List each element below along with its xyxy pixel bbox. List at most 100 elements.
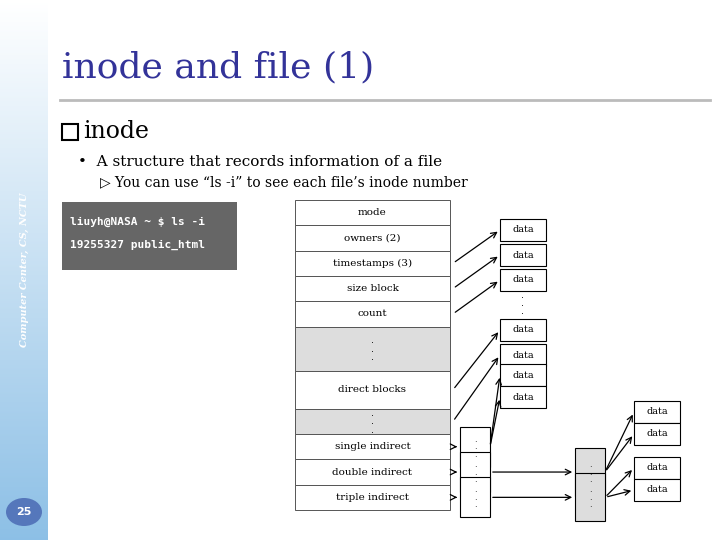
Bar bbox=[0, 242, 48, 243]
Bar bbox=[0, 218, 48, 219]
Bar bbox=[0, 332, 48, 333]
Bar bbox=[0, 414, 48, 415]
Bar bbox=[0, 161, 48, 162]
Bar bbox=[0, 212, 48, 213]
Bar bbox=[0, 330, 48, 331]
Bar bbox=[0, 3, 48, 4]
Bar bbox=[0, 251, 48, 252]
Bar bbox=[0, 296, 48, 297]
Bar bbox=[0, 344, 48, 345]
Bar bbox=[0, 139, 48, 140]
Bar bbox=[295, 225, 450, 251]
Bar bbox=[0, 435, 48, 436]
Bar bbox=[0, 369, 48, 370]
Bar bbox=[0, 360, 48, 361]
Bar bbox=[0, 222, 48, 223]
Bar bbox=[0, 143, 48, 144]
Bar bbox=[0, 182, 48, 183]
Bar bbox=[0, 51, 48, 52]
Bar bbox=[0, 191, 48, 192]
Bar bbox=[0, 373, 48, 374]
Bar bbox=[0, 388, 48, 389]
Bar bbox=[0, 492, 48, 493]
Bar bbox=[0, 287, 48, 288]
Bar bbox=[0, 31, 48, 32]
Bar bbox=[0, 217, 48, 218]
Bar bbox=[295, 200, 450, 225]
Bar bbox=[0, 408, 48, 409]
Bar bbox=[295, 251, 450, 276]
Bar bbox=[0, 198, 48, 199]
Bar bbox=[0, 471, 48, 472]
Bar bbox=[0, 113, 48, 114]
Bar bbox=[0, 337, 48, 338]
Bar bbox=[0, 341, 48, 342]
Bar bbox=[0, 297, 48, 298]
Bar bbox=[0, 170, 48, 171]
Bar bbox=[0, 240, 48, 241]
Bar bbox=[0, 264, 48, 265]
Bar bbox=[0, 375, 48, 376]
Bar bbox=[0, 216, 48, 217]
Bar bbox=[0, 136, 48, 137]
Bar bbox=[0, 418, 48, 419]
Bar bbox=[0, 89, 48, 90]
Bar bbox=[0, 484, 48, 485]
Bar bbox=[0, 266, 48, 267]
Bar bbox=[0, 452, 48, 453]
Bar bbox=[0, 186, 48, 187]
Bar bbox=[0, 220, 48, 221]
Bar bbox=[0, 398, 48, 399]
Bar bbox=[0, 62, 48, 63]
Bar bbox=[0, 327, 48, 328]
Bar bbox=[0, 153, 48, 154]
Bar bbox=[0, 276, 48, 277]
Bar bbox=[0, 168, 48, 169]
Bar bbox=[0, 108, 48, 109]
Bar bbox=[0, 416, 48, 417]
Bar bbox=[0, 59, 48, 60]
Bar bbox=[500, 219, 546, 241]
Bar bbox=[0, 88, 48, 89]
Bar bbox=[0, 122, 48, 123]
Bar bbox=[0, 237, 48, 238]
Bar bbox=[0, 313, 48, 314]
Bar bbox=[0, 500, 48, 501]
Bar bbox=[0, 257, 48, 258]
Bar bbox=[0, 101, 48, 102]
Bar bbox=[0, 213, 48, 214]
Bar bbox=[0, 366, 48, 367]
Bar bbox=[0, 383, 48, 384]
Bar bbox=[0, 248, 48, 249]
Bar bbox=[0, 16, 48, 17]
Bar bbox=[0, 231, 48, 232]
Bar bbox=[0, 438, 48, 439]
Bar bbox=[0, 358, 48, 359]
Bar bbox=[0, 457, 48, 458]
Bar bbox=[0, 420, 48, 421]
Bar bbox=[0, 118, 48, 119]
Bar bbox=[0, 254, 48, 255]
Bar bbox=[0, 274, 48, 275]
Text: data: data bbox=[646, 463, 668, 472]
Bar bbox=[0, 232, 48, 233]
Bar bbox=[0, 299, 48, 300]
Text: data: data bbox=[512, 326, 534, 334]
Bar bbox=[0, 437, 48, 438]
Bar bbox=[0, 60, 48, 61]
Bar bbox=[0, 436, 48, 437]
Bar bbox=[0, 174, 48, 175]
Bar bbox=[0, 352, 48, 353]
Bar bbox=[0, 193, 48, 194]
Text: .
.
.: . . . bbox=[589, 485, 591, 509]
Bar bbox=[0, 24, 48, 25]
Bar bbox=[0, 129, 48, 130]
Text: liuyh@NASA ~ $ ls -i: liuyh@NASA ~ $ ls -i bbox=[70, 217, 205, 227]
Text: data: data bbox=[512, 275, 534, 285]
Bar bbox=[0, 336, 48, 337]
Bar bbox=[0, 350, 48, 351]
Bar bbox=[0, 247, 48, 248]
Bar bbox=[0, 314, 48, 315]
Bar bbox=[0, 480, 48, 481]
Bar bbox=[0, 494, 48, 495]
